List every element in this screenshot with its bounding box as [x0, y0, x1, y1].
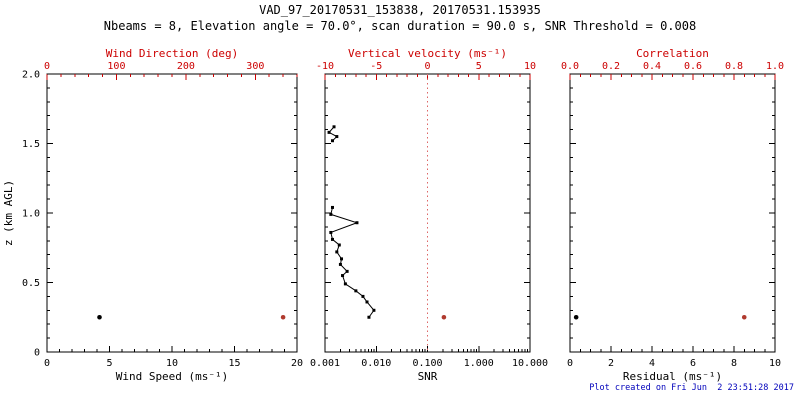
snr-x-tick-label: 0.010 — [361, 358, 391, 369]
snr-profile-lower-marker — [343, 282, 347, 286]
residual-top-tick-label: 0.8 — [725, 61, 743, 72]
snr-top-tick-label: -10 — [316, 61, 334, 72]
wind-x-axis-title: Wind Speed (ms⁻¹) — [116, 370, 229, 383]
snr-profile-upper-marker — [327, 130, 331, 134]
y-tick-label: 1.0 — [22, 209, 40, 220]
y-tick-label: 1.5 — [22, 139, 40, 150]
residual-x-tick-label: 2 — [608, 358, 614, 369]
wind-x-tick-label: 20 — [291, 358, 303, 369]
snr-red-point — [441, 314, 447, 320]
snr-x-tick-label: 0.001 — [310, 358, 340, 369]
wind-panel: 0 5 10 15 20 Wind Speed (ms⁻¹) 0 100 200 300 Wind … — [2, 47, 303, 383]
snr-profile-upper-marker — [330, 139, 334, 143]
wind-top-tick-label: 0 — [44, 61, 50, 72]
snr-profile-lower-marker — [367, 315, 371, 319]
wind-top-tick-label: 200 — [177, 61, 195, 72]
wind-x-tick-label: 10 — [166, 358, 178, 369]
wind-top-tick-label: 300 — [246, 61, 264, 72]
snr-profile-lower-marker — [361, 294, 365, 298]
residual-top-axis-title: Correlation — [636, 47, 709, 60]
wind-black-point — [97, 314, 102, 320]
snr-profile-lower-marker — [355, 221, 359, 225]
residual-x-tick-label: 8 — [731, 358, 737, 369]
snr-profile-lower-marker — [365, 300, 369, 304]
snr-profile-lower-marker — [340, 257, 344, 261]
residual-x-axis-title: Residual (ms⁻¹) — [623, 370, 722, 383]
residual-top-tick-label: 0.2 — [602, 61, 620, 72]
snr-profile-lower-marker — [335, 250, 339, 254]
plot-title: VAD_97_20170531_153838, 20170531.153935 — [259, 3, 541, 17]
creation-timestamp: Plot created on Fri Jun 2 23:51:28 2017 — [589, 383, 794, 393]
snr-profile-lower-marker — [330, 205, 334, 209]
snr-top-tick-label: -5 — [370, 61, 382, 72]
snr-profile-lower-marker — [345, 269, 349, 273]
wind-red-point — [280, 314, 286, 320]
wind-x-tick-label: 5 — [106, 358, 112, 369]
snr-profile-lower-marker — [341, 274, 345, 278]
snr-x-axis-title: SNR — [418, 370, 438, 383]
snr-top-axis-title: Vertical velocity (ms⁻¹) — [348, 47, 507, 60]
residual-top-tick-label: 0.6 — [684, 61, 702, 72]
residual-panel: 0 2 4 6 8 10 Residual (ms⁻¹) 0.0 0.2 0.4 0.6 0.8 1.0… — [561, 47, 784, 383]
residual-top-tick-label: 0.4 — [643, 61, 661, 72]
snr-x-tick-label: 1.000 — [464, 358, 494, 369]
y-tick-label: 0.5 — [22, 278, 40, 289]
snr-profile-upper-marker — [332, 125, 336, 129]
residual-top-tick-label: 0.0 — [561, 61, 579, 72]
snr-profile-lower-marker — [329, 212, 333, 216]
residual-black-point — [573, 314, 579, 320]
snr-top-tick-label: 0 — [424, 61, 430, 72]
snr-profile-upper-marker — [335, 135, 339, 139]
snr-profile-lower-marker — [337, 243, 341, 247]
plot-subtitle: Nbeams = 8, Elevation angle = 70.0°, sca… — [103, 19, 697, 33]
wind-axes-box — [46, 73, 298, 353]
wind-top-axis-title: Wind Direction (deg) — [106, 47, 238, 60]
snr-profile-upper-line — [328, 126, 338, 142]
snr-x-tick-label: 10.000 — [512, 358, 548, 369]
residual-red-point — [741, 314, 747, 320]
snr-panel: 0.001 0.010 0.100 1.000 10.000 SNR -10 -5 0 5 10 Ve… — [310, 47, 548, 383]
wind-x-tick-label: 0 — [44, 358, 50, 369]
wind-top-tick-label: 100 — [107, 61, 125, 72]
y-tick-label: 2.0 — [22, 70, 40, 81]
residual-axes-box — [569, 73, 776, 353]
residual-x-tick-label: 0 — [567, 358, 573, 369]
y-axis-title: z (km AGL) — [2, 180, 15, 246]
y-tick-label: 0 — [34, 348, 40, 359]
snr-profile-lower-marker — [330, 237, 334, 241]
residual-x-tick-label: 6 — [690, 358, 696, 369]
wind-x-tick-label: 15 — [228, 358, 240, 369]
snr-x-tick-label: 0.100 — [412, 358, 442, 369]
residual-x-tick-label: 10 — [769, 358, 781, 369]
snr-profile-lower-marker — [372, 308, 376, 312]
snr-profile-lower-marker — [354, 289, 358, 293]
snr-top-tick-label: 10 — [524, 61, 536, 72]
residual-x-tick-label: 4 — [649, 358, 655, 369]
snr-profile-lower-marker — [338, 262, 342, 266]
residual-top-tick-label: 1.0 — [766, 61, 784, 72]
snr-profile-lower-marker — [329, 230, 333, 234]
snr-top-tick-label: 5 — [476, 61, 482, 72]
